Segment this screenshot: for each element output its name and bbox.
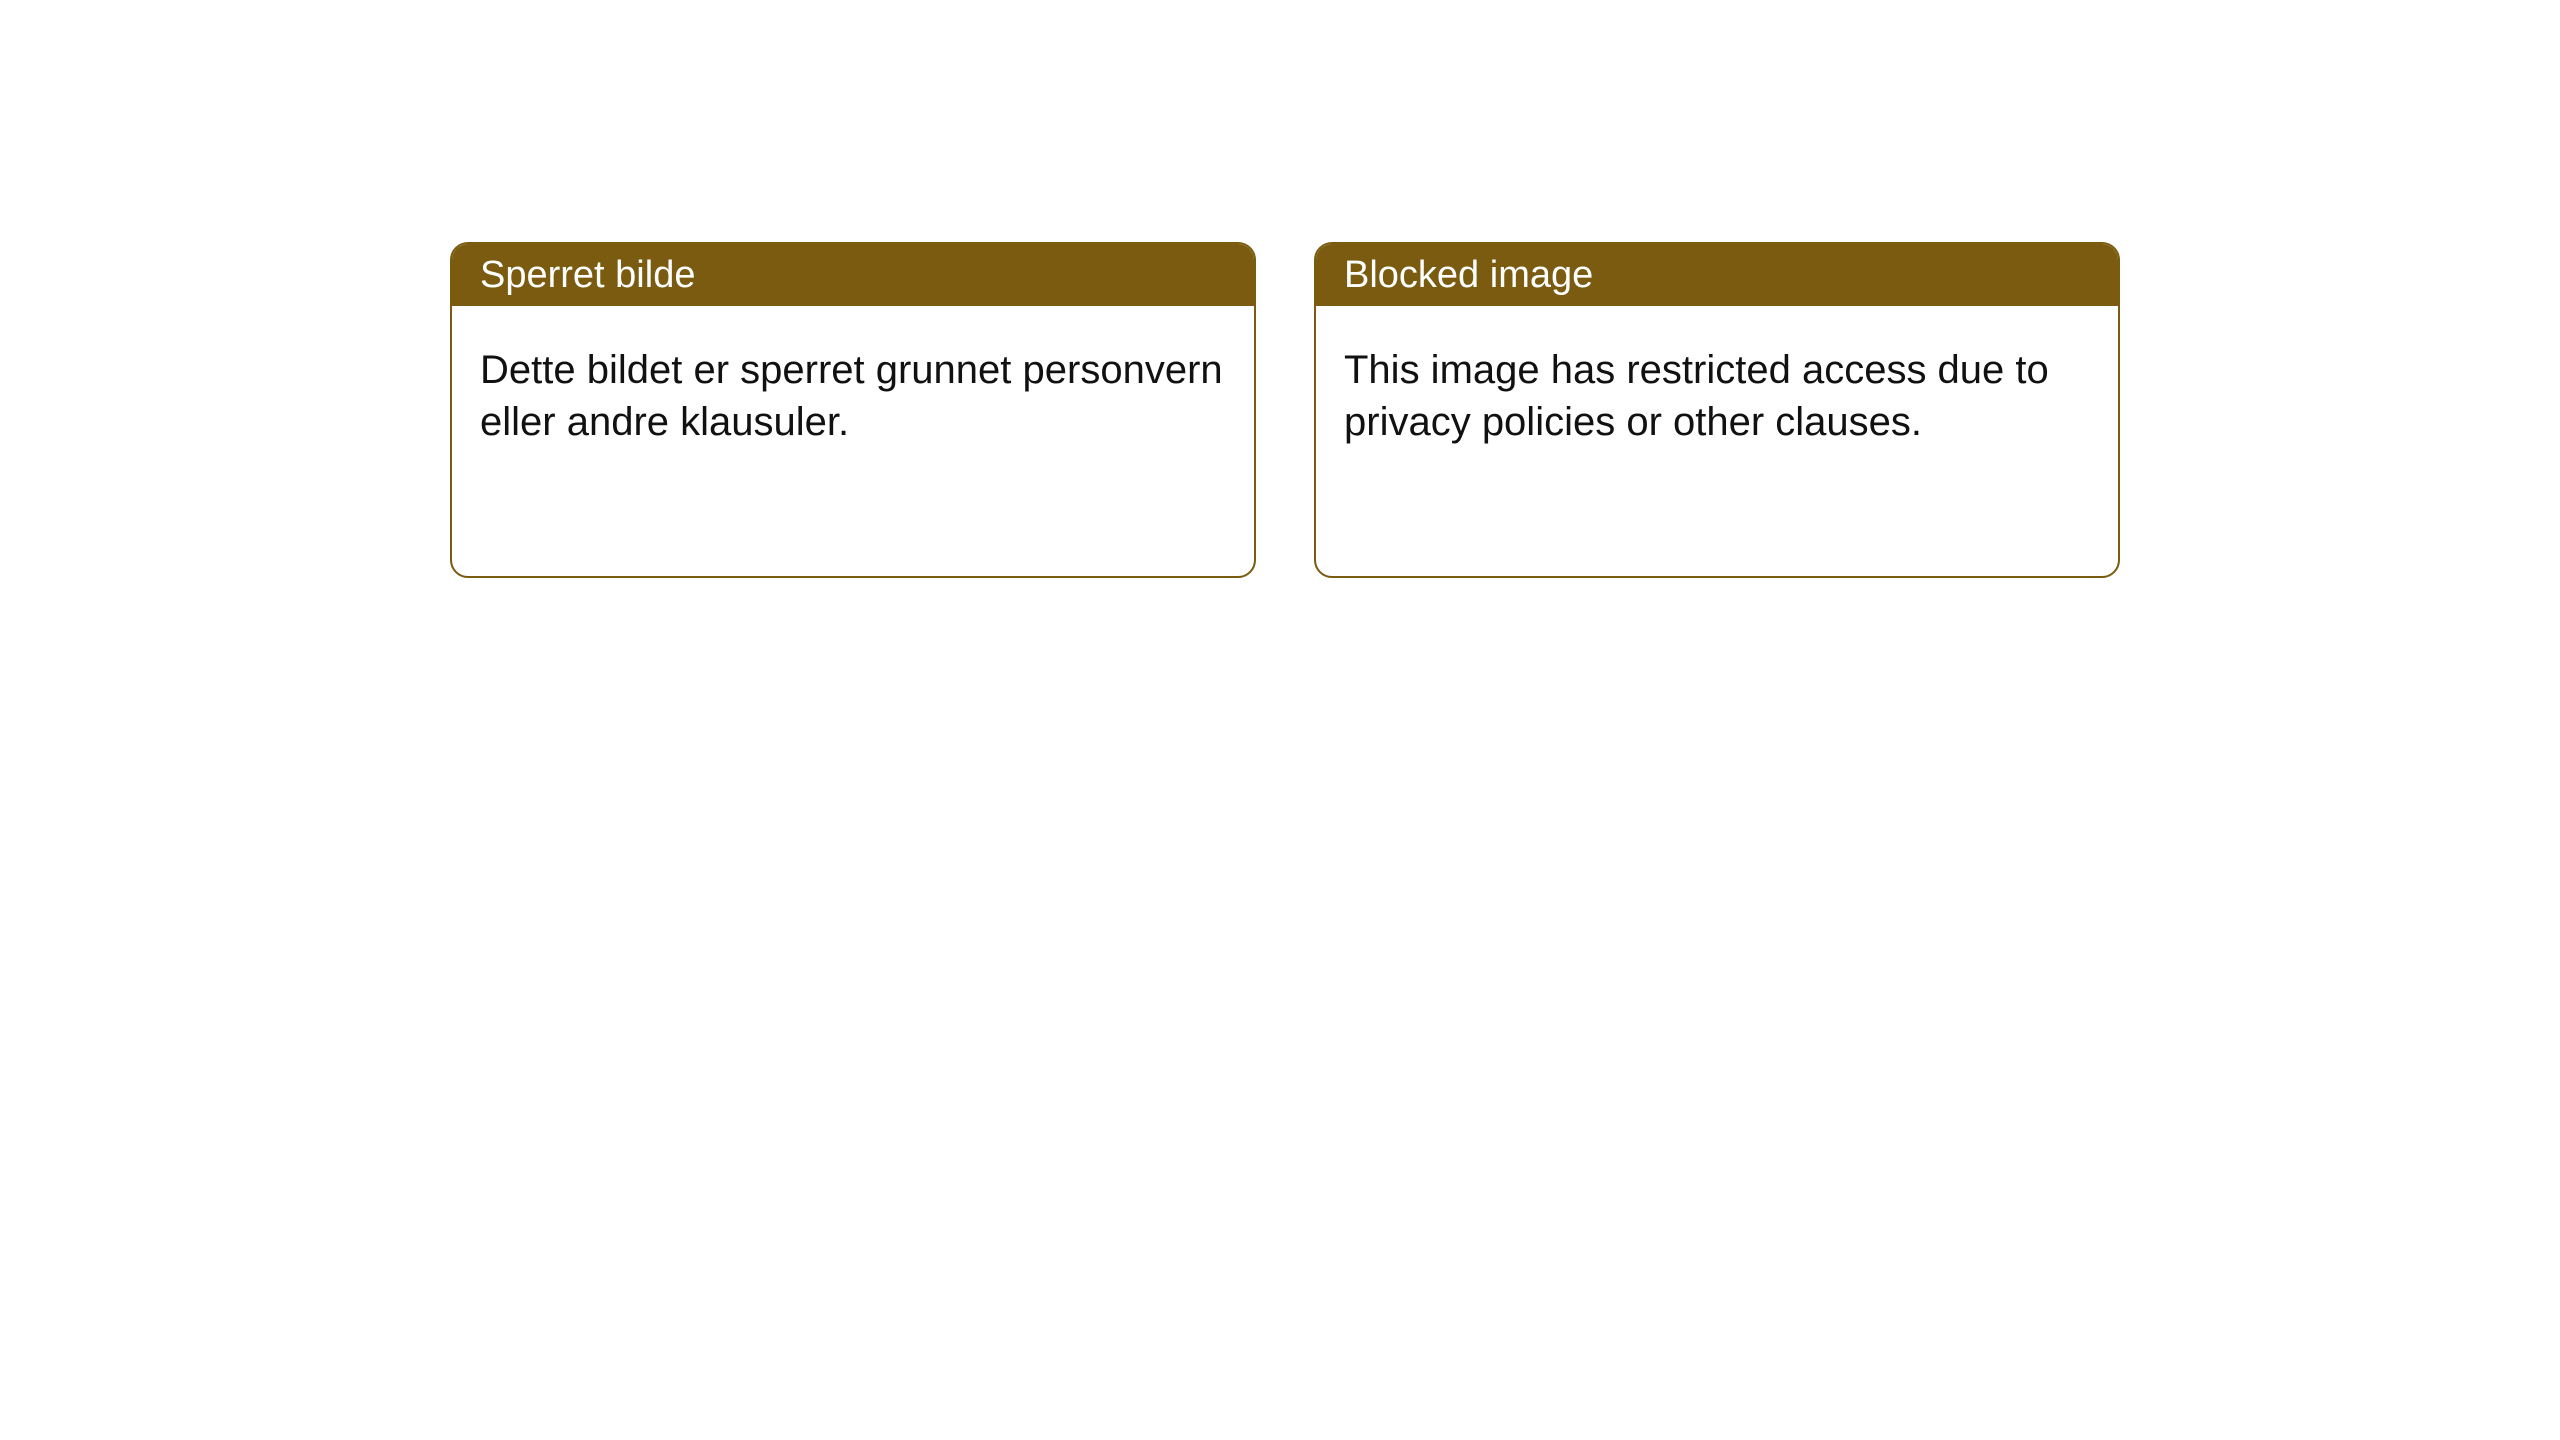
notice-header: Blocked image xyxy=(1316,244,2118,306)
notice-body: This image has restricted access due to … xyxy=(1316,306,2118,486)
notice-title: Blocked image xyxy=(1344,254,1593,297)
notice-body-text: Dette bildet er sperret grunnet personve… xyxy=(480,348,1223,444)
notice-box-norwegian: Sperret bilde Dette bildet er sperret gr… xyxy=(450,242,1256,578)
notice-body-text: This image has restricted access due to … xyxy=(1344,348,2049,444)
notice-box-english: Blocked image This image has restricted … xyxy=(1314,242,2120,578)
notice-header: Sperret bilde xyxy=(452,244,1254,306)
notice-body: Dette bildet er sperret grunnet personve… xyxy=(452,306,1254,486)
notice-title: Sperret bilde xyxy=(480,254,695,297)
notice-container: Sperret bilde Dette bildet er sperret gr… xyxy=(0,0,2560,578)
